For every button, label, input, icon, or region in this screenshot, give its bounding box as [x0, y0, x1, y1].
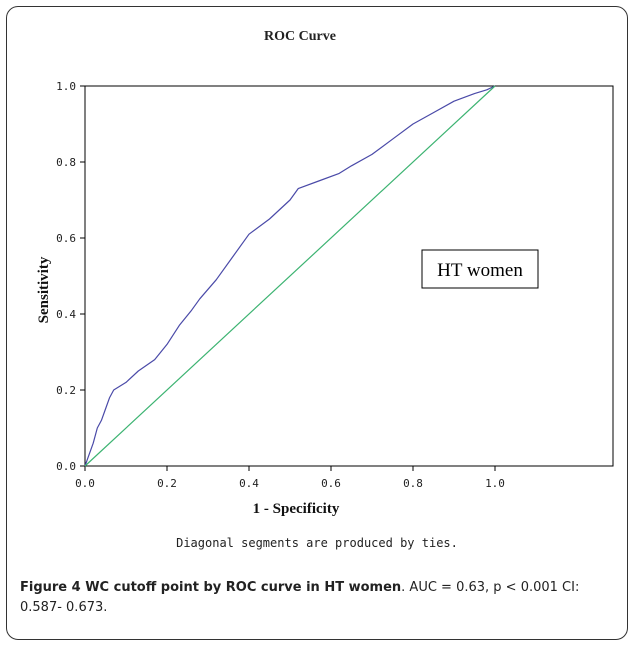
x-tick-label: 0.8 — [403, 477, 423, 490]
plot-frame — [84, 85, 614, 467]
y-axis-label: Sensitivity — [36, 256, 52, 323]
x-tick-label: 1.0 — [485, 477, 505, 490]
chart-axes — [84, 85, 614, 467]
y-tick-label: 0.8 — [56, 156, 76, 169]
x-tick-label: 0.2 — [157, 477, 177, 490]
figure-caption: Figure 4 WC cutoff point by ROC curve in… — [20, 578, 620, 618]
y-tick-label: 0.4 — [56, 308, 76, 321]
reference-diagonal-line — [84, 85, 496, 467]
x-tick-labels: 0.0 0.2 0.4 0.6 0.8 1.0 — [75, 466, 505, 490]
y-tick-label: 0.0 — [56, 460, 76, 473]
y-tick-label: 1.0 — [56, 80, 76, 93]
annotation-label: HT women — [437, 260, 523, 281]
chart-series — [84, 85, 496, 467]
y-tick-label: 0.6 — [56, 232, 76, 245]
y-tick-label: 0.2 — [56, 384, 76, 397]
figure-label: Figure 4 WC cutoff point by ROC curve in… — [20, 580, 402, 595]
x-axis-label: 1 - Specificity — [253, 501, 340, 517]
footnote: Diagonal segments are produced by ties. — [176, 536, 458, 550]
annotation-box — [421, 249, 539, 289]
chart-title: ROC Curve — [264, 29, 336, 44]
figure-caption-text: . AUC = 0.63, p < 0.001 CI: 0.587- 0.673… — [20, 580, 580, 615]
x-tick-label: 0.0 — [75, 477, 95, 490]
x-tick-label: 0.4 — [239, 477, 259, 490]
x-tick-label: 0.6 — [321, 477, 341, 490]
roc-curve-line — [84, 85, 496, 467]
figure-frame — [6, 6, 628, 640]
y-tick-labels: 0.0 0.2 0.4 0.6 0.8 1.0 — [56, 80, 85, 473]
